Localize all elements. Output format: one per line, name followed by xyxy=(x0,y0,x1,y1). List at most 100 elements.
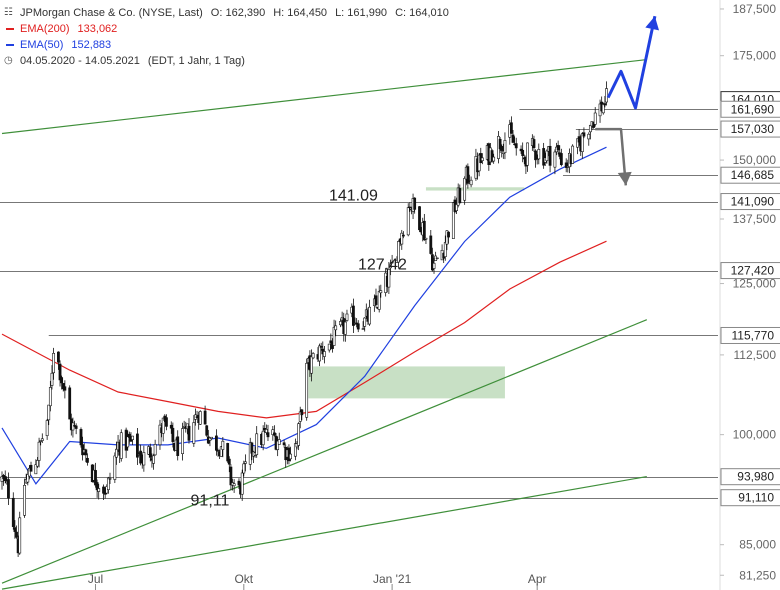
candle-body xyxy=(187,425,191,441)
candle xyxy=(176,430,180,461)
candle xyxy=(521,142,525,163)
candle xyxy=(503,132,507,160)
candle-body xyxy=(237,480,241,486)
candle-body xyxy=(435,257,439,259)
candle xyxy=(343,318,347,342)
candle xyxy=(45,418,49,440)
candle xyxy=(18,511,22,555)
candle-body xyxy=(171,427,175,442)
candle xyxy=(11,492,15,530)
candle-body xyxy=(390,261,394,264)
candle-body xyxy=(192,422,196,444)
candle-body xyxy=(106,477,110,490)
candle-body xyxy=(68,387,72,420)
candle-body xyxy=(182,425,186,428)
candle-body xyxy=(28,467,31,477)
candle-body xyxy=(553,151,557,168)
candle-body xyxy=(559,153,563,166)
candle xyxy=(208,437,212,447)
candle-body xyxy=(79,429,83,446)
level-label-6-text: 93,980 xyxy=(737,470,774,484)
candle-body xyxy=(229,466,233,486)
candle xyxy=(68,385,72,420)
level-label-1: 157,030 xyxy=(720,120,780,138)
candle-body xyxy=(503,140,507,154)
candle xyxy=(119,429,123,462)
candle xyxy=(588,124,592,140)
candle xyxy=(237,478,241,489)
candle xyxy=(377,285,381,313)
candle xyxy=(181,422,184,461)
candle-body xyxy=(418,206,421,231)
candle xyxy=(79,427,83,448)
candle xyxy=(216,448,220,457)
candle-body xyxy=(37,441,41,461)
candle-body xyxy=(289,453,292,460)
legend-ema50[interactable]: EMA(50) 152,883 xyxy=(4,37,449,53)
candle-body xyxy=(266,432,270,438)
candle-body xyxy=(261,430,265,446)
annotation-label-2: 91,11 xyxy=(191,493,230,510)
candle xyxy=(203,405,207,425)
candle-body xyxy=(424,237,428,240)
candle-body xyxy=(47,404,51,421)
candle-body xyxy=(339,321,342,326)
candle xyxy=(131,435,134,445)
candle xyxy=(379,284,383,298)
candle-body xyxy=(11,497,15,527)
candle xyxy=(240,469,244,501)
candle-body xyxy=(593,112,597,125)
candle-body xyxy=(310,356,313,374)
candle-body xyxy=(469,179,473,186)
candle xyxy=(23,478,26,518)
candle-body xyxy=(455,204,458,211)
y-tick-label: 187,500 xyxy=(733,2,777,16)
candle xyxy=(390,254,394,264)
candle-body xyxy=(458,188,462,204)
candle-body xyxy=(60,377,64,384)
candle xyxy=(232,479,236,493)
level-label-3: 141,090 xyxy=(720,193,780,211)
candles-layer xyxy=(0,81,608,557)
candle xyxy=(148,443,152,462)
candle xyxy=(298,406,302,429)
candle xyxy=(389,259,392,276)
candle-body xyxy=(580,133,584,152)
candle xyxy=(165,414,168,431)
candle xyxy=(443,235,447,261)
candle-body xyxy=(305,362,309,418)
candle xyxy=(424,237,428,245)
candle xyxy=(422,213,426,241)
candle xyxy=(158,419,162,450)
candle-body xyxy=(63,386,67,391)
candle xyxy=(356,320,360,333)
candle xyxy=(310,349,313,382)
candle-body xyxy=(240,472,244,495)
candle-body xyxy=(232,483,236,487)
candle-body xyxy=(588,124,592,133)
candle-body xyxy=(605,88,608,103)
candle xyxy=(559,148,563,167)
level-label-6: 93,980 xyxy=(720,468,780,486)
candle xyxy=(187,418,191,444)
candle xyxy=(48,380,52,412)
candle-body xyxy=(463,178,467,201)
candle-body xyxy=(601,104,605,114)
candle-body xyxy=(564,162,568,168)
candle-body xyxy=(103,492,107,495)
legend-ema200[interactable]: EMA(200) 133,062 xyxy=(4,21,449,37)
candle xyxy=(532,135,536,152)
candle xyxy=(266,424,270,442)
candle xyxy=(61,383,65,392)
candle xyxy=(305,358,309,421)
candle xyxy=(95,479,99,498)
candle-body xyxy=(374,295,378,305)
candle xyxy=(221,436,225,458)
candle xyxy=(564,158,568,173)
candle xyxy=(526,142,529,172)
ema-layer xyxy=(1,146,607,485)
candle-body xyxy=(242,463,246,474)
candle-body xyxy=(406,207,410,236)
level-label-4: 127,420 xyxy=(720,262,780,280)
